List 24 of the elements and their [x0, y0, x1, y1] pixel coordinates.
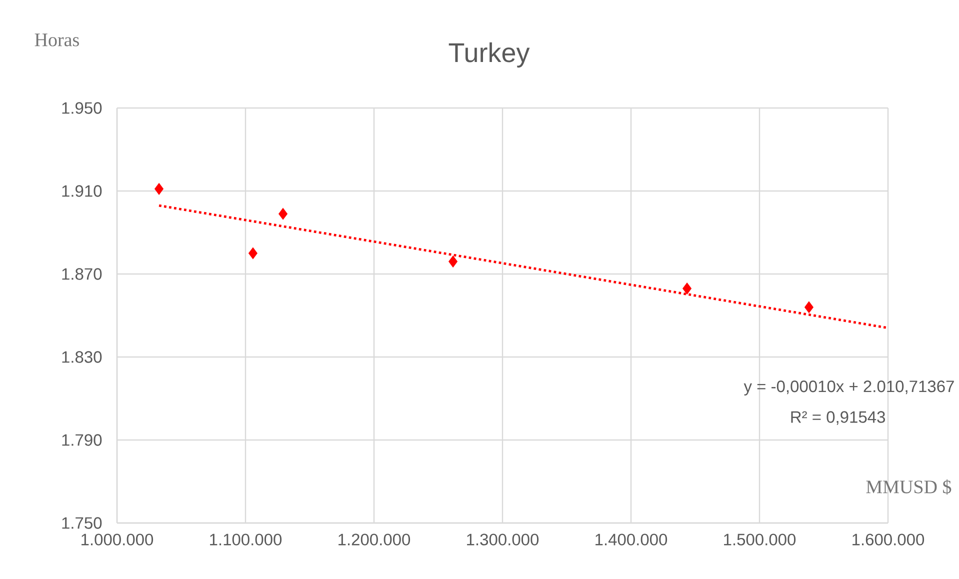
point — [448, 256, 458, 268]
y-tick-label: 1.950 — [62, 102, 102, 114]
x-tick-label: 1.200.000 — [338, 534, 410, 546]
point — [248, 247, 258, 260]
chart-title: Turkey — [448, 42, 530, 68]
x-tick-label: 1.500.000 — [724, 534, 796, 546]
y-axis-title: Horas — [34, 34, 79, 46]
point — [154, 183, 164, 195]
annotation: y = -0,00010x + 2.010,71367 — [744, 380, 954, 396]
x-tick-label: 1.000.000 — [82, 534, 154, 546]
y-tick-label: 1.870 — [62, 268, 102, 280]
x-tick-label: 1.600.000 — [852, 534, 924, 546]
x-tick-label: 1.100.000 — [210, 534, 282, 546]
x-axis-title: MMUSD $ — [866, 479, 952, 495]
point — [682, 282, 692, 294]
y-tick-label: 1.910 — [62, 185, 102, 197]
x-tick-label: 1.400.000 — [596, 534, 668, 546]
point — [804, 301, 814, 314]
annotation: R² = 0,91543 — [791, 411, 885, 425]
x-tick-label: 1.300.000 — [467, 534, 539, 546]
point — [278, 208, 288, 220]
y-tick-label: 1.750 — [62, 517, 102, 529]
y-tick-label: 1.790 — [62, 434, 102, 446]
y-tick-label: 1.830 — [62, 351, 102, 363]
